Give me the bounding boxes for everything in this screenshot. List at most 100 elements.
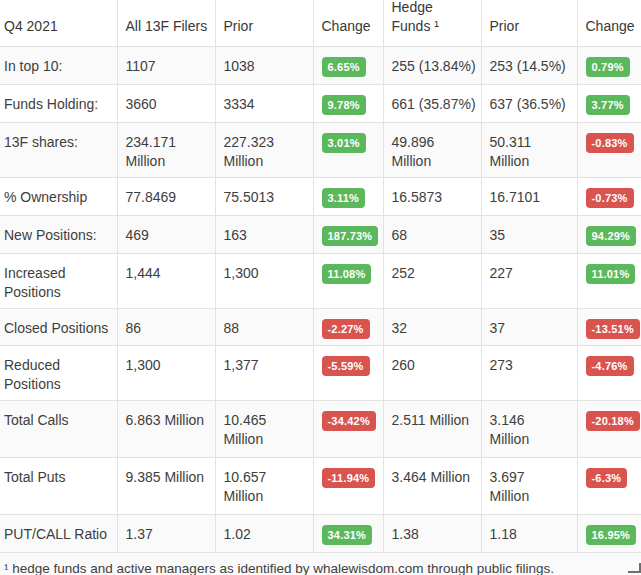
table-cell: 637 (36.5%): [481, 85, 577, 123]
change-badge: 9.78%: [322, 95, 366, 115]
row-label: Funds Holding:: [0, 85, 117, 123]
col-header-prior: Prior: [215, 0, 313, 47]
table-cell: 3.697 Million: [481, 458, 577, 515]
table-row: Increased Positions1,4441,30011.08%25222…: [0, 254, 641, 309]
table-row: % Ownership77.846975.50133.11%16.587316.…: [0, 178, 641, 216]
change-badge: -0.83%: [586, 133, 634, 153]
table-cell: 255 (13.84%): [383, 47, 481, 85]
table-cell: 16.7101: [481, 178, 577, 216]
change-badge: -13.51%: [586, 319, 640, 339]
table-cell: 163: [215, 216, 313, 254]
row-label: New Positions:: [0, 216, 117, 254]
table-cell: 273: [481, 346, 577, 401]
change-badge: -4.76%: [586, 356, 634, 376]
table-row: New Positions:469163187.73%683594.29%: [0, 216, 641, 254]
table-cell: 3.464 Million: [383, 458, 481, 515]
table-row: Funds Holding:366033349.78%661 (35.87%)6…: [0, 85, 641, 123]
table-row: Closed Positions8688-2.27%3237-13.51%: [0, 309, 641, 346]
row-label: Increased Positions: [0, 254, 117, 309]
footnote: ¹ hedge funds and active managers as ide…: [0, 553, 641, 575]
table-cell: 6.65%: [313, 47, 383, 85]
table-cell: -6.3%: [577, 458, 641, 515]
change-badge: 34.31%: [322, 525, 373, 545]
table-cell: 253 (14.5%): [481, 47, 577, 85]
table-cell: -0.83%: [577, 123, 641, 178]
table-cell: 260: [383, 346, 481, 401]
table-cell: 9.78%: [313, 85, 383, 123]
table-cell: 3334: [215, 85, 313, 123]
table-cell: 1,444: [117, 254, 215, 309]
table-cell: 227: [481, 254, 577, 309]
table-cell: 37: [481, 309, 577, 346]
table-cell: 10.657 Million: [215, 458, 313, 515]
table-cell: 3.146 Million: [481, 401, 577, 458]
table-cell: 3.77%: [577, 85, 641, 123]
13f-filings-widget: Q4 2021 All 13F Filers Prior Change Hedg…: [0, 0, 641, 575]
row-label: 13F shares:: [0, 123, 117, 178]
table-cell: 1,300: [117, 346, 215, 401]
table-cell: -11.94%: [313, 458, 383, 515]
table-cell: 1038: [215, 47, 313, 85]
table-cell: 661 (35.87%): [383, 85, 481, 123]
table-cell: -20.18%: [577, 401, 641, 458]
row-label: In top 10:: [0, 47, 117, 85]
table-cell: 0.79%: [577, 47, 641, 85]
table-cell: 68: [383, 216, 481, 254]
table-cell: 187.73%: [313, 216, 383, 254]
table-cell: 252: [383, 254, 481, 309]
table-cell: 50.311 Million: [481, 123, 577, 178]
table-cell: 16.95%: [577, 515, 641, 553]
col-header-hedge-change: Change: [577, 0, 641, 47]
table-row: In top 10:110710386.65%255 (13.84%)253 (…: [0, 47, 641, 85]
table-cell: 234.171 Million: [117, 123, 215, 178]
change-badge: 3.01%: [322, 133, 366, 153]
change-badge: 16.95%: [586, 525, 637, 545]
row-label: PUT/CALL Ratio: [0, 515, 117, 553]
table-cell: -4.76%: [577, 346, 641, 401]
col-header-change: Change: [313, 0, 383, 47]
table-cell: 1.02: [215, 515, 313, 553]
table-cell: 88: [215, 309, 313, 346]
col-header-hedge-prior: Prior: [481, 0, 577, 47]
change-badge: -11.94%: [322, 468, 376, 488]
table-cell: -5.59%: [313, 346, 383, 401]
footnote-row: ¹ hedge funds and active managers as ide…: [0, 553, 641, 575]
table-cell: 49.896 Million: [383, 123, 481, 178]
table-cell: 6.863 Million: [117, 401, 215, 458]
change-badge: -5.59%: [322, 356, 370, 376]
table-cell: 77.8469: [117, 178, 215, 216]
table-cell: 86: [117, 309, 215, 346]
change-badge: 11.01%: [586, 264, 636, 284]
table-cell: 34.31%: [313, 515, 383, 553]
change-badge: -20.18%: [586, 411, 640, 431]
table-cell: 11.01%: [577, 254, 641, 309]
table-cell: 3.11%: [313, 178, 383, 216]
table-row: Total Calls6.863 Million10.465 Million-3…: [0, 401, 641, 458]
table-footer: ¹ hedge funds and active managers as ide…: [0, 553, 641, 575]
change-badge: 11.08%: [322, 264, 372, 284]
header-row: Q4 2021 All 13F Filers Prior Change Hedg…: [0, 0, 641, 47]
change-badge: -2.27%: [322, 319, 370, 339]
table-cell: -34.42%: [313, 401, 383, 458]
table-row: 13F shares:234.171 Million227.323 Millio…: [0, 123, 641, 178]
change-badge: -6.3%: [586, 468, 628, 488]
col-header-period: Q4 2021: [0, 0, 117, 47]
table-cell: 1.18: [481, 515, 577, 553]
resize-grip-icon[interactable]: [628, 563, 641, 573]
row-label: Total Puts: [0, 458, 117, 515]
change-badge: 6.65%: [322, 57, 366, 77]
change-badge: -0.73%: [586, 188, 634, 208]
table-cell: 3.01%: [313, 123, 383, 178]
row-label: Closed Positions: [0, 309, 117, 346]
change-badge: 187.73%: [322, 226, 379, 246]
col-header-hedge-funds: Hedge Funds ¹: [383, 0, 481, 47]
table-cell: 16.5873: [383, 178, 481, 216]
table-cell: 1.37: [117, 515, 215, 553]
table-cell: 10.465 Million: [215, 401, 313, 458]
table-cell: 1.38: [383, 515, 481, 553]
table-cell: 1,377: [215, 346, 313, 401]
change-badge: 0.79%: [586, 57, 630, 77]
change-badge: 3.11%: [322, 188, 366, 208]
table-cell: 2.511 Million: [383, 401, 481, 458]
table-row: Total Puts9.385 Million10.657 Million-11…: [0, 458, 641, 515]
